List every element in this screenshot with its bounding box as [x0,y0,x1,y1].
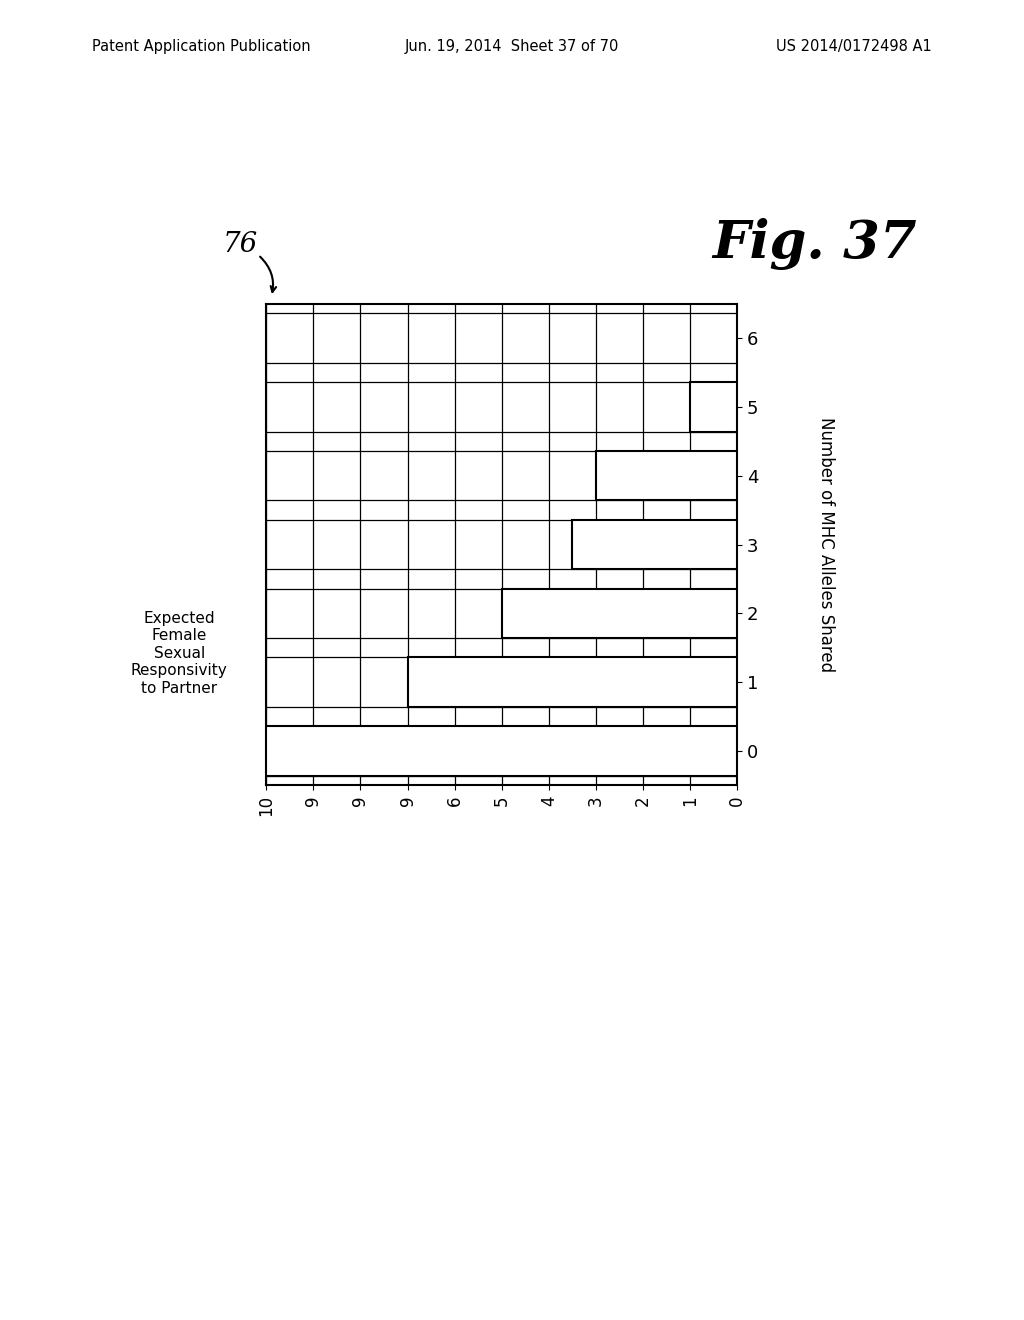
Bar [266,726,737,776]
Bar [572,520,737,569]
Text: 76: 76 [223,231,258,257]
Bar [502,589,737,638]
Bar [596,451,737,500]
Y-axis label: Number of MHC Alleles Shared: Number of MHC Alleles Shared [817,417,835,672]
Text: Expected
Female
Sexual
Responsivity
to Partner: Expected Female Sexual Responsivity to P… [131,611,227,696]
Text: Patent Application Publication: Patent Application Publication [92,38,311,54]
Text: Fig. 37: Fig. 37 [712,218,916,271]
Text: Jun. 19, 2014  Sheet 37 of 70: Jun. 19, 2014 Sheet 37 of 70 [404,38,620,54]
Bar [690,381,737,432]
Bar [408,657,737,708]
Text: US 2014/0172498 A1: US 2014/0172498 A1 [776,38,932,54]
